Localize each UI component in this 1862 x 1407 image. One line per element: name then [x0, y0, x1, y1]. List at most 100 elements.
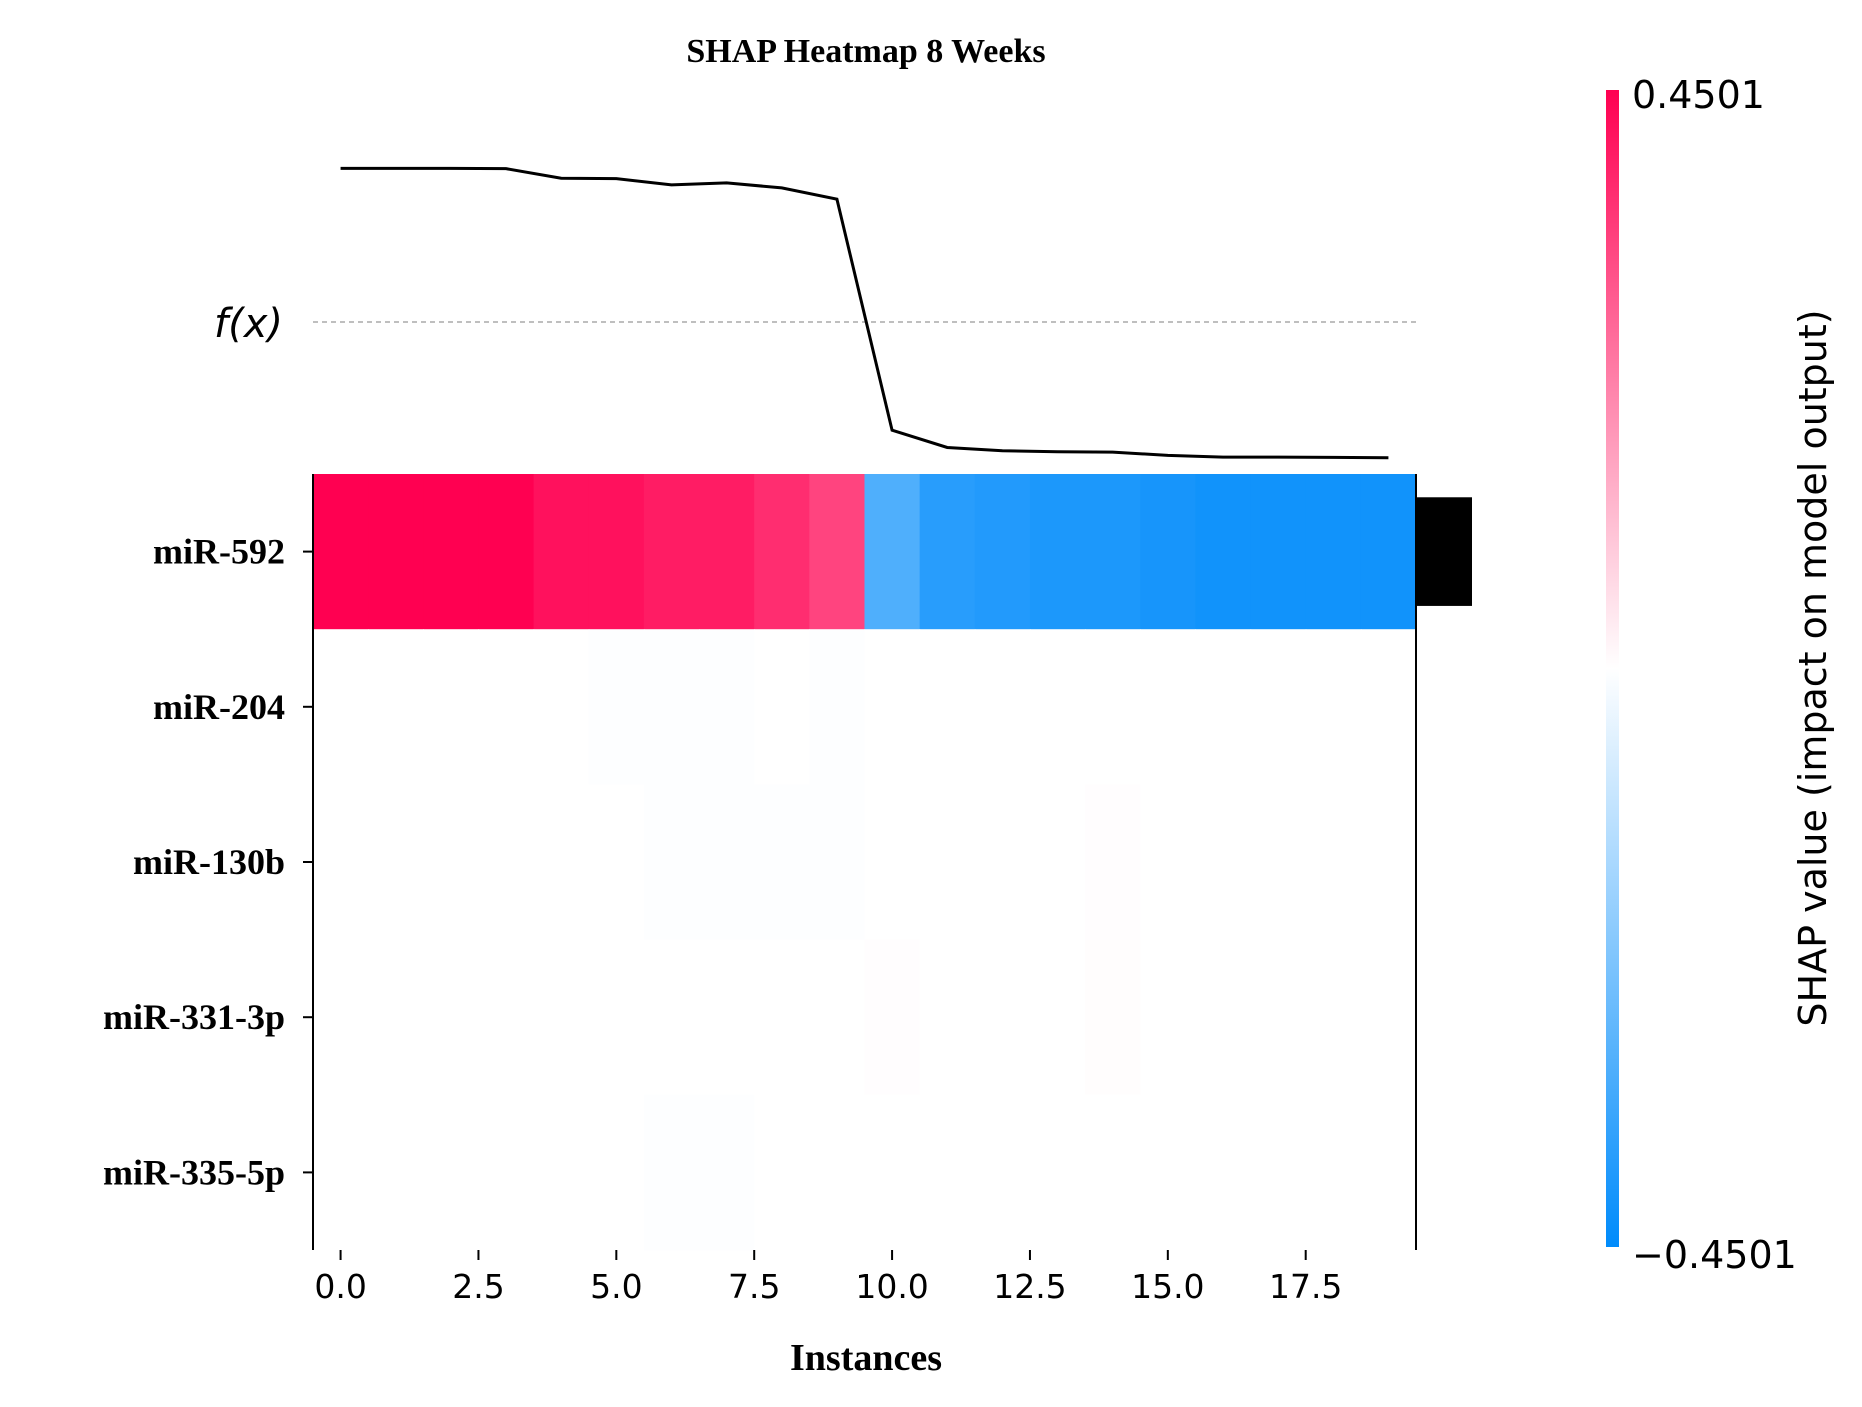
- heatmap-cell: [478, 1094, 535, 1251]
- heatmap-cell: [1085, 784, 1141, 941]
- heatmap-cell: [1029, 629, 1086, 785]
- heatmap-cell: [809, 784, 866, 941]
- heatmap-cell: [699, 939, 755, 1096]
- heatmap-cell: [809, 939, 866, 1096]
- heatmap-cell: [1305, 784, 1362, 941]
- heatmap-cell: [699, 629, 755, 785]
- heatmap-cell: [1029, 1094, 1086, 1251]
- heatmap-cell: [1085, 629, 1141, 785]
- heatmap-cell: [864, 784, 921, 941]
- heatmap-cell: [974, 939, 1031, 1096]
- heatmap-cell: [478, 784, 535, 941]
- x-tick-label: 2.5: [452, 1267, 504, 1306]
- x-tick-label: 7.5: [728, 1267, 780, 1306]
- heatmap-cell: [974, 1094, 1031, 1251]
- heatmap-cell: [754, 474, 810, 630]
- heatmap-cell: [1195, 939, 1252, 1096]
- heatmap-cell: [643, 1094, 700, 1251]
- heatmap-cell: [423, 474, 480, 630]
- heatmap-cell: [588, 629, 645, 785]
- heatmap-cell: [533, 629, 590, 785]
- heatmap-cell: [1250, 1094, 1307, 1251]
- feature-labels: miR-592 miR-204 miR-130b miR-331-3p miR-335-…: [103, 532, 313, 1192]
- chart-title: SHAP Heatmap 8 Weeks: [686, 33, 1045, 70]
- feature-label: miR-335-5p: [103, 1152, 285, 1192]
- heatmap-cell: [1250, 474, 1307, 630]
- fx-line: [340, 166, 1389, 460]
- heatmap-cell: [1360, 629, 1417, 785]
- heatmap-cell: [1195, 1094, 1252, 1251]
- colorbar-min-label: −0.4501: [1632, 1233, 1797, 1277]
- colorbar-max-label: 0.4501: [1632, 73, 1765, 117]
- heatmap-cell: [974, 474, 1031, 630]
- heatmap-cell: [699, 784, 755, 941]
- heatmap-cell: [1140, 474, 1196, 630]
- heatmap-cell: [1140, 939, 1196, 1096]
- heatmap-cell: [588, 784, 645, 941]
- feature-label: miR-592: [153, 532, 285, 572]
- heatmap-cell: [1250, 784, 1307, 941]
- heatmap-cell: [643, 629, 700, 785]
- x-tick-label: 0.0: [314, 1267, 366, 1306]
- x-tick-label: 17.5: [1269, 1267, 1342, 1306]
- heatmap-cell: [313, 784, 369, 941]
- heatmap-cell: [368, 1094, 424, 1251]
- colorbar-axis-label: SHAP value (impact on model output): [1791, 309, 1835, 1026]
- heatmap-cell: [1360, 784, 1417, 941]
- heatmap-cell: [643, 939, 700, 1096]
- heatmap-cell: [919, 474, 976, 630]
- heatmap-cell: [423, 629, 480, 785]
- heatmap-cell: [368, 629, 424, 785]
- heatmap-cell: [864, 474, 921, 630]
- feature-importance-bars: [1416, 497, 1472, 1227]
- heatmap-cell: [919, 1094, 976, 1251]
- heatmap-cell: [1085, 939, 1141, 1096]
- heatmap-cell: [1195, 629, 1252, 785]
- fx-label: f(x): [214, 301, 283, 347]
- heatmap-cell: [754, 784, 810, 941]
- heatmap-cell: [533, 474, 590, 630]
- heatmap-cell: [1140, 1094, 1196, 1251]
- heatmap-cell: [864, 939, 921, 1096]
- heatmap-cell: [1305, 629, 1362, 785]
- heatmap-cell: [368, 784, 424, 941]
- feature-label: miR-130b: [133, 842, 285, 882]
- heatmap-cell: [588, 474, 645, 630]
- heatmap-cell: [699, 474, 755, 630]
- heatmap-cell: [754, 939, 810, 1096]
- x-tick-label: 10.0: [855, 1267, 928, 1306]
- heatmap-cell: [588, 939, 645, 1096]
- heatmap-cell: [533, 1094, 590, 1251]
- heatmap-cell: [1085, 1094, 1141, 1251]
- heatmap-cell: [1195, 474, 1252, 630]
- heatmap-cell: [1085, 474, 1141, 630]
- heatmap-cell: [699, 1094, 755, 1251]
- heatmap-cell: [423, 784, 480, 941]
- heatmap-cell: [1305, 939, 1362, 1096]
- heatmap-cell: [643, 784, 700, 941]
- heatmap-cell: [754, 1094, 810, 1251]
- heatmap-cell: [919, 939, 976, 1096]
- heatmap-cell: [919, 784, 976, 941]
- heatmap-cell: [754, 629, 810, 785]
- colorbar: [1606, 90, 1619, 1247]
- x-tick-label: 15.0: [1131, 1267, 1204, 1306]
- heatmap-cell: [1305, 1094, 1362, 1251]
- heatmap-cell: [1195, 784, 1252, 941]
- heatmap-cell: [368, 939, 424, 1096]
- x-ticks: 0.0 2.5 5.0 7.5 10.0 12.5 15.0 17.5: [314, 1250, 1342, 1306]
- feature-label: miR-204: [153, 687, 285, 727]
- heatmap-cell: [1305, 474, 1362, 630]
- heatmap-cell: [1250, 939, 1307, 1096]
- heatmap-cell: [313, 939, 369, 1096]
- heatmap-cell: [1360, 474, 1417, 630]
- heatmap-cell: [588, 1094, 645, 1251]
- heatmap-cell: [864, 1094, 921, 1251]
- heatmap-cell: [368, 474, 424, 630]
- heatmap-cell: [1029, 474, 1086, 630]
- heatmap-cell: [643, 474, 700, 630]
- heatmap-cell: [478, 629, 535, 785]
- heatmap-cell: [809, 629, 866, 785]
- heatmap-cell: [313, 474, 369, 630]
